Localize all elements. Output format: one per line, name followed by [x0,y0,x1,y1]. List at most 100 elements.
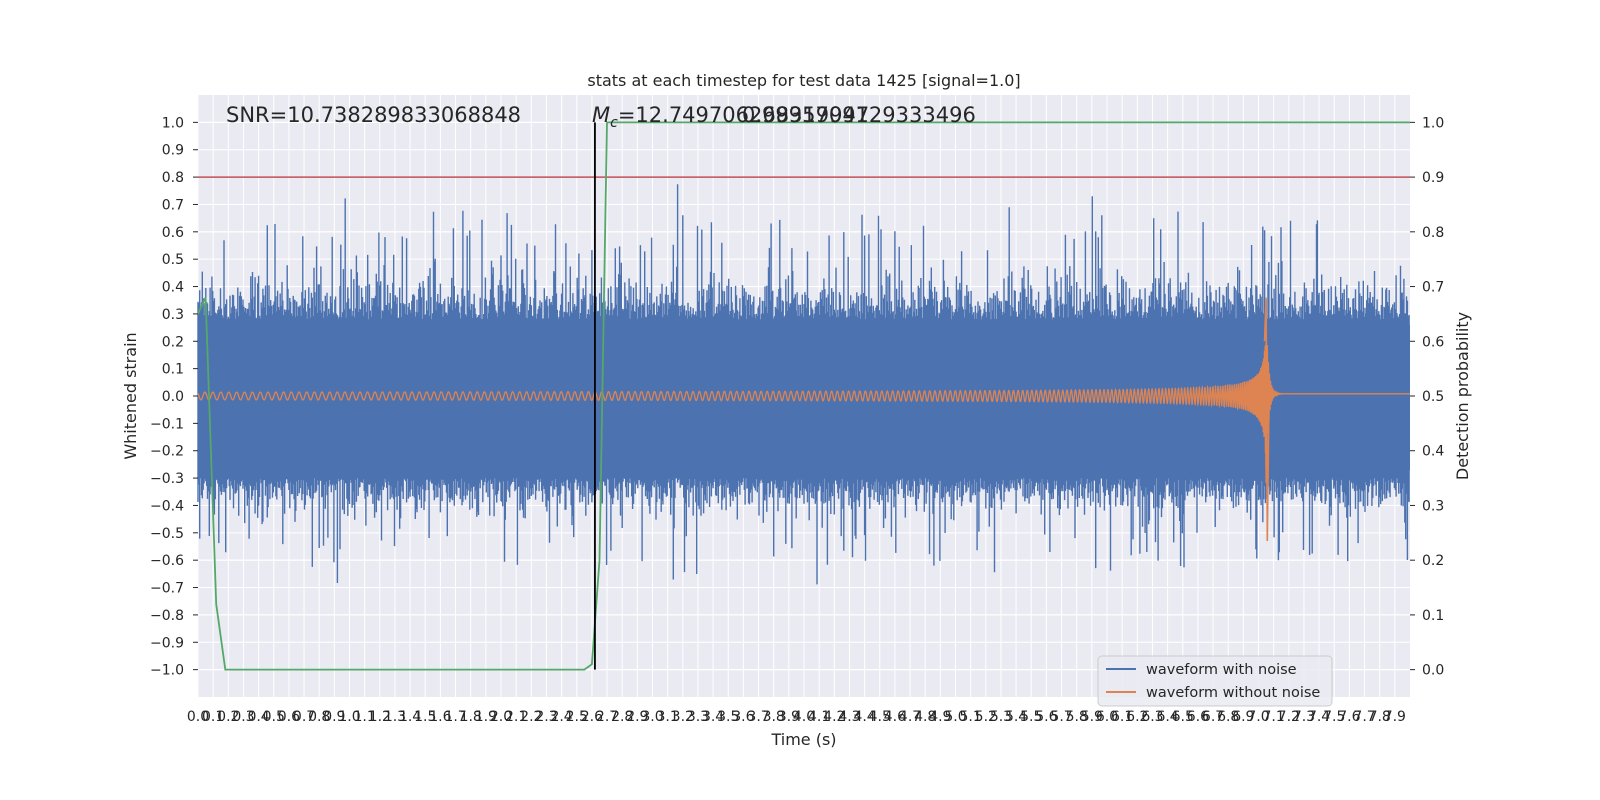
annotation-snr: SNR=10.738289833068848 [226,103,521,127]
y-tick-label: 0.6 [162,225,184,241]
x-tick-label: 2.4 [550,709,572,725]
x-tick-label: 2.1 [505,709,527,725]
y-axis-ticks: 1.0 0.9 0.8 0.7 0.6 0.5 0.4 0.3 0.2 0.1 0.0 −0.1 −0.… [150,115,198,679]
y-tick-label: −0.9 [150,635,184,651]
x-tick-label: 3.6 [732,709,754,725]
y2-tick-label: 0.2 [1422,553,1444,569]
x-tick-label: 3.7 [747,709,769,725]
x-tick-label: 1.1 [354,709,376,725]
y2-tick-label: 0.6 [1422,334,1444,350]
x-tick-label: 5.6 [1035,709,1057,725]
x-tick-label: 3.0 [641,709,663,725]
y-tick-label: 0.2 [162,334,184,350]
x-tick-label: 1.8 [460,709,482,725]
series-waveform-without-noise [197,297,1410,542]
x-tick-label: 4.5 [869,709,891,725]
x-tick-label: 7.2 [1278,709,1300,725]
y-tick-label: −0.1 [150,416,184,432]
x-tick-label: 0.9 [323,709,345,725]
x-tick-label: 4.7 [899,709,921,725]
y-tick-label: −0.5 [150,526,184,542]
x-tick-label: 1.5 [414,709,436,725]
mc-symbol: M [592,103,610,127]
x-tick-label: 6.2 [1126,709,1148,725]
x-tick-label: 5.5 [1020,709,1042,725]
y2-tick-label: 0.0 [1422,663,1444,679]
y-tick-label: 0.7 [162,197,184,213]
x-tick-label: 3.5 [717,709,739,725]
x-tick-label: 3.3 [687,709,709,725]
x-tick-label: 0.2 [217,709,239,725]
x-tick-label: 2.6 [581,709,603,725]
x-tick-label: 6.6 [1187,709,1209,725]
x-axis-label: Time (s) [770,730,836,749]
y-tick-label: 0.4 [162,280,184,296]
y2-axis-ticks: 1.0 0.9 0.8 0.7 0.6 0.5 0.4 0.3 0.2 0.1 0.0 [1410,115,1444,679]
x-tick-label: 5.9 [1081,709,1103,725]
x-tick-label: 7.8 [1369,709,1391,725]
x-tick-label: 0.7 [293,709,315,725]
x-tick-label: 3.1 [657,709,679,725]
x-tick-label: 5.2 [975,709,997,725]
y-tick-label: 0.0 [162,389,184,405]
legend-label-noise: waveform with noise [1146,662,1297,678]
x-tick-label: 0.5 [263,709,285,725]
x-tick-label: 1.2 [369,709,391,725]
x-tick-label: 4.0 [793,709,815,725]
x-tick-label: 6.0 [1096,709,1118,725]
x-tick-label: 2.9 [626,709,648,725]
x-tick-label: 0.3 [232,709,254,725]
chirp-trace [197,320,1410,483]
x-tick-label: 4.6 [884,709,906,725]
x-tick-label: 5.3 [990,709,1012,725]
x-tick-label: 5.4 [1005,709,1027,725]
x-tick-label: 7.1 [1263,709,1285,725]
x-tick-label: 4.3 [838,709,860,725]
x-tick-label: 1.6 [429,709,451,725]
x-tick-label: 0.1 [202,709,224,725]
y-tick-label: −0.6 [150,553,184,569]
y2-tick-label: 0.9 [1422,170,1444,186]
x-tick-label: 6.5 [1172,709,1194,725]
x-tick-label: 2.0 [490,709,512,725]
y-tick-label: −0.8 [150,608,184,624]
x-tick-label: 5.0 [944,709,966,725]
x-tick-label: 1.0 [338,709,360,725]
legend: waveform with noise waveform without noi… [1097,655,1333,707]
x-tick-label: 7.9 [1384,709,1406,725]
x-tick-label: 1.9 [475,709,497,725]
y2-tick-label: 0.7 [1422,280,1444,296]
chart-title: stats at each timestep for test data 142… [587,71,1020,90]
x-tick-label: 7.4 [1308,709,1330,725]
x-tick-label: 7.6 [1338,709,1360,725]
x-tick-label: 6.3 [1141,709,1163,725]
x-tick-label: 1.4 [399,709,421,725]
y-tick-label: 0.9 [162,143,184,159]
x-tick-label: 6.1 [1111,709,1133,725]
y-tick-label: 0.3 [162,307,184,323]
x-tick-label: 7.7 [1353,709,1375,725]
x-tick-label: 4.2 [823,709,845,725]
x-tick-label: 0.8 [308,709,330,725]
x-tick-label: 2.7 [596,709,618,725]
mc-value: =12.749706268319947 [618,103,869,127]
x-tick-label: 6.9 [1232,709,1254,725]
y-tick-label: 1.0 [162,115,184,131]
x-tick-label: 7.3 [1293,709,1315,725]
y-tick-label: 0.1 [162,362,184,378]
x-tick-label: 4.9 [929,709,951,725]
y2-tick-label: 0.8 [1422,225,1444,241]
y2-tick-label: 0.5 [1422,389,1444,405]
x-tick-label: 1.3 [384,709,406,725]
x-tick-label: 2.3 [535,709,557,725]
x-tick-label: 3.9 [778,709,800,725]
y-tick-label: 0.5 [162,252,184,268]
x-tick-label: 6.8 [1217,709,1239,725]
y-tick-label: −0.7 [150,581,184,597]
annotation-probability: 0.9995709129333496 [742,103,976,127]
x-tick-label: 4.8 [914,709,936,725]
y-tick-label: −0.2 [150,444,184,460]
y-tick-label: −1.0 [150,663,184,679]
x-tick-label: 7.5 [1323,709,1345,725]
